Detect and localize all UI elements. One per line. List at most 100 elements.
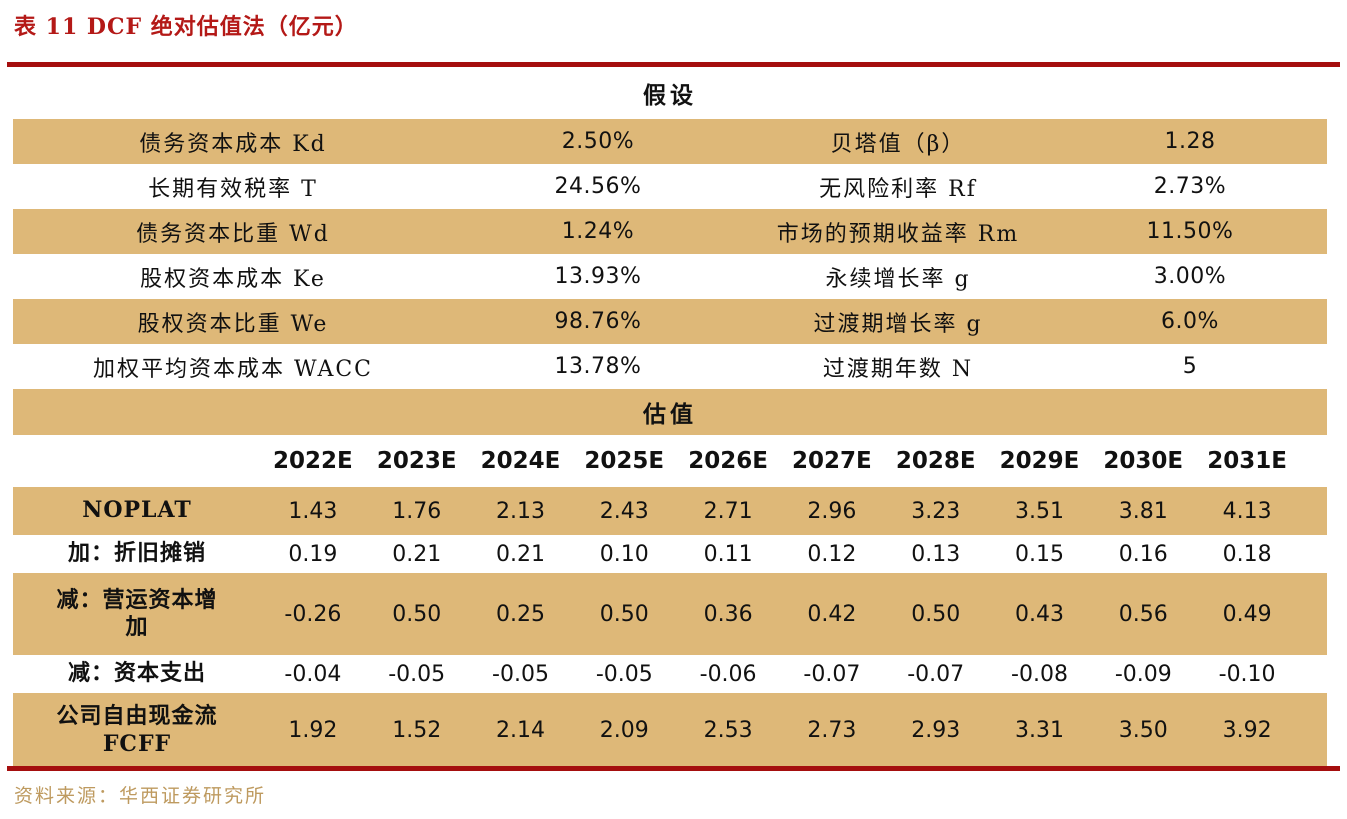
row-label: NOPLAT bbox=[82, 497, 192, 524]
table-row: 债务资本比重 Wd 1.24% 市场的预期收益率 Rm 11.50% bbox=[13, 209, 1327, 254]
value-cell: 0.25 bbox=[496, 601, 545, 627]
value-cell: -0.04 bbox=[284, 661, 342, 687]
year-header: 2028E bbox=[895, 448, 976, 474]
table-row: NOPLAT 1.43 1.76 2.13 2.43 2.71 2.96 3.2… bbox=[13, 487, 1327, 535]
table-row: 公司自由现金流 FCFF 1.92 1.52 2.14 2.09 2.53 2.7… bbox=[13, 693, 1327, 768]
value-cell: -0.05 bbox=[388, 661, 446, 687]
value-cell: -0.05 bbox=[595, 661, 653, 687]
assumption-value: 13.93% bbox=[554, 264, 642, 289]
value-cell: 2.73 bbox=[807, 718, 857, 743]
value-cell: 0.16 bbox=[1118, 541, 1168, 567]
assumption-label: 股权资本比重 We bbox=[137, 311, 329, 337]
value-cell: -0.07 bbox=[803, 661, 861, 687]
value-cell: -0.09 bbox=[1114, 661, 1172, 687]
assumption-label: 永续增长率 g bbox=[825, 266, 971, 292]
table-row: 加权平均资本成本 WACC 13.78% 过渡期年数 N 5 bbox=[13, 344, 1327, 389]
assumption-label: 股权资本成本 Ke bbox=[140, 266, 326, 292]
source-note: 资料来源：华西证券研究所 bbox=[14, 785, 267, 807]
assumption-value: 6.0% bbox=[1161, 309, 1219, 334]
year-header: 2023E bbox=[376, 448, 457, 474]
year-header: 2029E bbox=[999, 448, 1080, 474]
value-cell: 0.18 bbox=[1222, 541, 1272, 567]
table-row: 减：营运资本增加 -0.26 0.50 0.25 0.50 0.36 0.42 … bbox=[13, 573, 1327, 655]
assumption-value: 24.56% bbox=[554, 174, 642, 199]
assumptions-section-header: 假设 bbox=[13, 67, 1327, 119]
value-cell: 0.50 bbox=[392, 601, 442, 627]
value-cell: 0.11 bbox=[703, 541, 753, 567]
assumption-label: 贝塔值（β） bbox=[830, 131, 966, 157]
value-cell: 3.23 bbox=[911, 498, 961, 524]
assumption-value: 2.50% bbox=[561, 129, 635, 154]
value-cell: 2.14 bbox=[496, 718, 545, 743]
value-cell: 0.50 bbox=[599, 601, 649, 627]
table-row: 股权资本比重 We 98.76% 过渡期增长率 g 6.0% bbox=[13, 299, 1327, 344]
value-cell: 2.96 bbox=[807, 498, 857, 524]
value-cell: 0.12 bbox=[807, 541, 857, 567]
row-label: 加：折旧摊销 bbox=[67, 540, 206, 567]
value-cell: -0.07 bbox=[907, 661, 965, 687]
valuation-section-header: 估值 bbox=[13, 389, 1327, 435]
value-cell: 2.09 bbox=[599, 718, 649, 743]
row-label: 减：资本支出 bbox=[67, 660, 206, 687]
assumption-label: 债务资本成本 Kd bbox=[139, 131, 327, 157]
bottom-rule bbox=[7, 766, 1340, 771]
assumption-label: 市场的预期收益率 Rm bbox=[776, 221, 1020, 247]
table-row: 减：资本支出 -0.04 -0.05 -0.05 -0.05 -0.06 -0.… bbox=[13, 655, 1327, 693]
value-cell: 2.43 bbox=[599, 498, 649, 524]
value-cell: -0.08 bbox=[1011, 661, 1068, 687]
value-cell: 3.92 bbox=[1222, 718, 1272, 743]
value-cell: 0.10 bbox=[599, 541, 649, 567]
value-cell: 0.21 bbox=[392, 541, 442, 567]
assumption-value: 13.78% bbox=[554, 354, 642, 379]
value-cell: 0.15 bbox=[1015, 541, 1064, 567]
dcf-table: 假设 债务资本成本 Kd 2.50% 贝塔值（β） 1.28 长期有效税率 T … bbox=[13, 67, 1327, 768]
year-header-row: 2022E 2023E 2024E 2025E 2026E 2027E 2028… bbox=[13, 435, 1327, 487]
value-cell: 3.51 bbox=[1015, 498, 1064, 524]
value-cell: -0.26 bbox=[284, 601, 342, 627]
assumption-value: 1.28 bbox=[1164, 129, 1216, 154]
assumption-value: 2.73% bbox=[1153, 174, 1227, 199]
assumption-label: 长期有效税率 T bbox=[148, 176, 318, 202]
value-cell: 1.52 bbox=[392, 718, 442, 743]
year-header: 2031E bbox=[1207, 448, 1287, 474]
year-header: 2022E bbox=[273, 448, 353, 474]
value-cell: 1.92 bbox=[288, 718, 338, 743]
value-cell: 1.76 bbox=[392, 498, 442, 524]
year-header: 2027E bbox=[792, 448, 872, 474]
assumption-value: 98.76% bbox=[554, 309, 642, 334]
value-cell: 4.13 bbox=[1222, 498, 1272, 524]
table-row: 加：折旧摊销 0.19 0.21 0.21 0.10 0.11 0.12 0.1… bbox=[13, 535, 1327, 573]
year-header: 2024E bbox=[480, 448, 561, 474]
assumption-value: 1.24% bbox=[561, 219, 635, 244]
value-cell: -0.06 bbox=[699, 661, 757, 687]
value-cell: 0.21 bbox=[496, 541, 545, 567]
value-cell: 2.53 bbox=[703, 718, 753, 743]
assumption-label: 过渡期年数 N bbox=[822, 356, 974, 382]
table-title: 表 11 DCF 绝对估值法（亿元） bbox=[14, 14, 358, 40]
year-header: 2025E bbox=[584, 448, 665, 474]
value-cell: 0.43 bbox=[1015, 601, 1064, 627]
value-cell: 1.43 bbox=[288, 498, 338, 524]
year-header: 2026E bbox=[688, 448, 768, 474]
value-cell: 2.13 bbox=[496, 498, 545, 524]
table-row: 债务资本成本 Kd 2.50% 贝塔值（β） 1.28 bbox=[13, 119, 1327, 164]
value-cell: 0.50 bbox=[911, 601, 961, 627]
assumption-label: 过渡期增长率 g bbox=[813, 311, 983, 337]
row-label: 减：营运资本增加 bbox=[56, 586, 218, 641]
assumption-value: 5 bbox=[1182, 354, 1198, 379]
value-cell: 0.19 bbox=[288, 541, 338, 567]
value-cell: 2.71 bbox=[703, 498, 753, 524]
value-cell: 0.42 bbox=[807, 601, 857, 627]
value-cell: -0.05 bbox=[492, 661, 549, 687]
value-cell: 0.56 bbox=[1118, 601, 1168, 627]
value-cell: 3.81 bbox=[1118, 498, 1168, 524]
row-label: 公司自由现金流 FCFF bbox=[56, 703, 218, 757]
assumption-value: 3.00% bbox=[1153, 264, 1227, 289]
assumption-label: 无风险利率 Rf bbox=[819, 176, 977, 202]
table-row: 长期有效税率 T 24.56% 无风险利率 Rf 2.73% bbox=[13, 164, 1327, 209]
value-cell: 3.31 bbox=[1015, 718, 1064, 743]
value-cell: 2.93 bbox=[911, 718, 961, 743]
table-row: 股权资本成本 Ke 13.93% 永续增长率 g 3.00% bbox=[13, 254, 1327, 299]
value-cell: 0.36 bbox=[703, 601, 753, 627]
